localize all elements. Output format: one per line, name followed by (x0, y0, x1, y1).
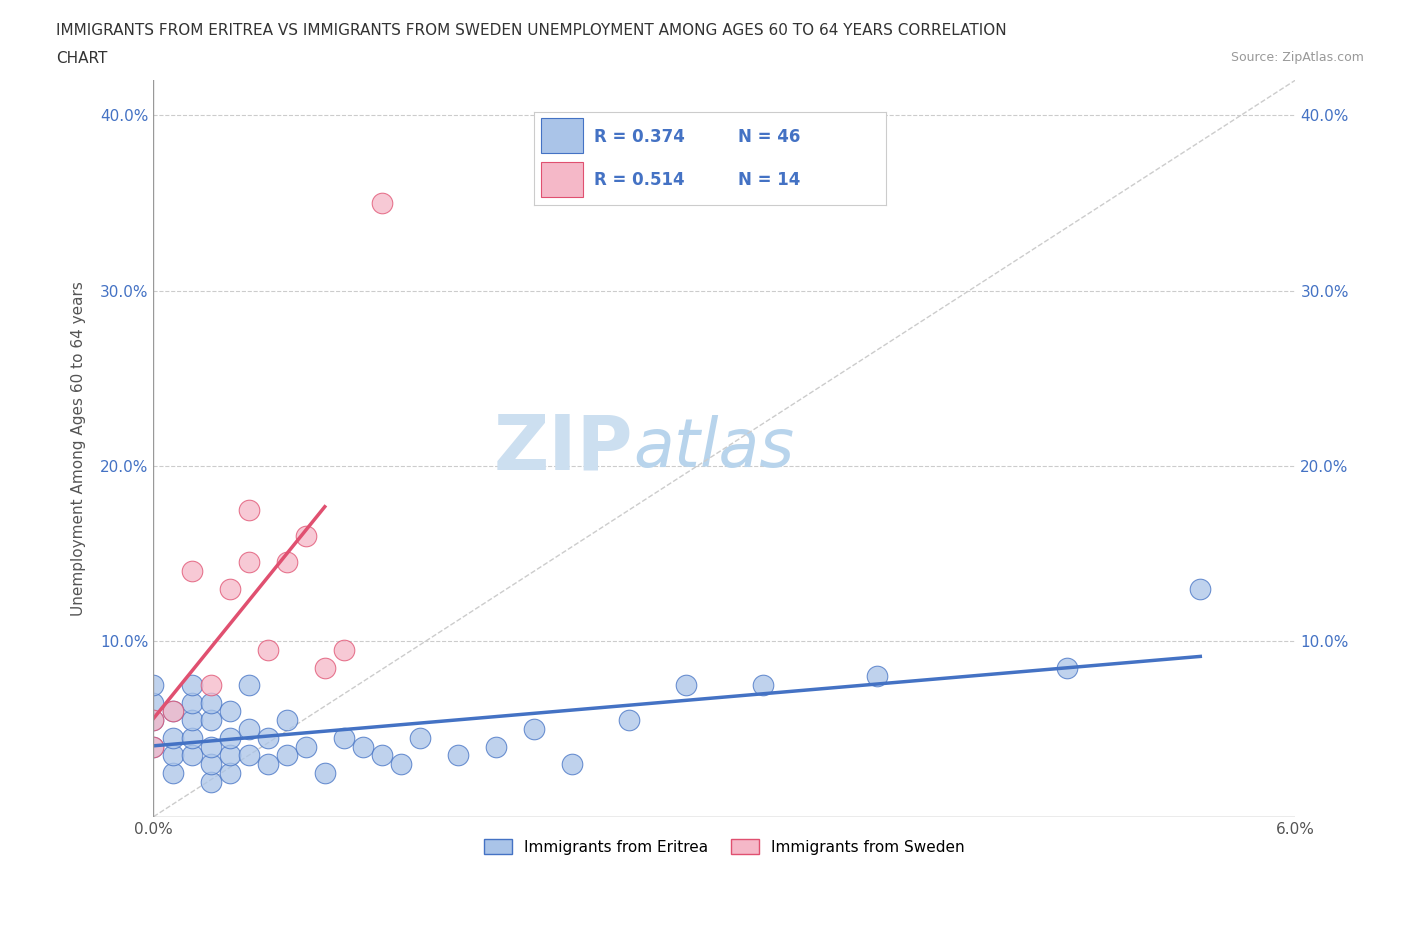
Point (162, 748, 184, 763)
Text: N = 46: N = 46 (738, 127, 800, 146)
Text: Source: ZipAtlas.com: Source: ZipAtlas.com (1230, 51, 1364, 64)
Point (866, 669, 889, 684)
Point (238, 555, 260, 570)
Legend: Immigrants from Eritrea, Immigrants from Sweden: Immigrants from Eritrea, Immigrants from… (478, 832, 970, 860)
Point (294, 739, 316, 754)
Point (352, 739, 374, 754)
Point (180, 678, 202, 693)
Point (180, 696, 202, 711)
Text: ZIP: ZIP (494, 411, 633, 485)
Point (619, 712, 641, 727)
Point (162, 730, 184, 745)
Point (142, 678, 165, 693)
FancyBboxPatch shape (541, 118, 583, 153)
Point (200, 739, 222, 754)
Point (142, 739, 165, 754)
Point (162, 704, 184, 719)
Point (485, 739, 508, 754)
Point (1056, 660, 1078, 675)
Point (200, 696, 222, 711)
Point (294, 528, 316, 543)
Point (751, 678, 773, 693)
Point (238, 748, 260, 763)
Text: R = 0.514: R = 0.514 (593, 171, 685, 190)
Point (447, 748, 470, 763)
FancyBboxPatch shape (541, 162, 583, 197)
Point (333, 643, 356, 658)
Point (276, 712, 298, 727)
Point (180, 564, 202, 578)
Point (389, 757, 412, 772)
Point (314, 765, 336, 780)
Point (180, 712, 202, 727)
Point (142, 712, 165, 727)
Point (162, 704, 184, 719)
Text: atlas: atlas (633, 416, 794, 482)
Point (238, 722, 260, 737)
Point (162, 765, 184, 780)
Point (180, 730, 202, 745)
Point (238, 678, 260, 693)
Point (200, 774, 222, 789)
Point (200, 757, 222, 772)
Point (561, 757, 583, 772)
Point (333, 730, 356, 745)
Point (142, 712, 165, 727)
Point (256, 730, 278, 745)
Point (218, 748, 240, 763)
Point (142, 739, 165, 754)
Point (256, 643, 278, 658)
Text: IMMIGRANTS FROM ERITREA VS IMMIGRANTS FROM SWEDEN UNEMPLOYMENT AMONG AGES 60 TO : IMMIGRANTS FROM ERITREA VS IMMIGRANTS FR… (56, 23, 1007, 38)
Point (218, 730, 240, 745)
Point (238, 502, 260, 517)
Point (523, 722, 546, 737)
Point (409, 730, 432, 745)
Point (200, 712, 222, 727)
Point (218, 765, 240, 780)
Point (371, 748, 394, 763)
Point (218, 581, 240, 596)
Point (200, 678, 222, 693)
Point (142, 696, 165, 711)
Point (371, 195, 394, 210)
Text: N = 14: N = 14 (738, 171, 800, 190)
Point (276, 555, 298, 570)
Text: CHART: CHART (56, 51, 108, 66)
Point (256, 757, 278, 772)
Point (180, 748, 202, 763)
Point (276, 748, 298, 763)
Point (314, 660, 336, 675)
Point (1189, 581, 1212, 596)
Point (675, 678, 697, 693)
Text: R = 0.374: R = 0.374 (593, 127, 685, 146)
Y-axis label: Unemployment Among Ages 60 to 64 years: Unemployment Among Ages 60 to 64 years (72, 281, 86, 616)
Point (218, 704, 240, 719)
